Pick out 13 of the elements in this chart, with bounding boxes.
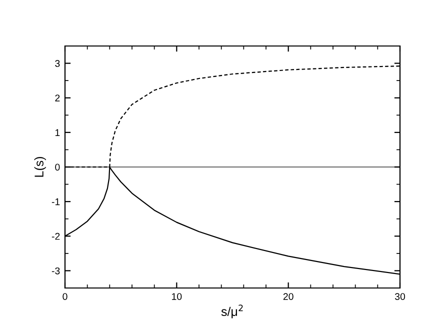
x-tick-label: 0 [62, 293, 68, 300]
y-tick-label: 3 [55, 60, 60, 67]
y-tick-label: -2 [52, 232, 60, 240]
y-tick-label: 1 [55, 129, 60, 136]
x-tick-label: 30 [394, 293, 406, 300]
x-tick-label: 20 [283, 293, 294, 300]
y-tick-label: -3 [52, 267, 60, 274]
y-axis-title: L(s) [34, 157, 46, 177]
y-tick-label: -1 [52, 198, 60, 206]
x-tick-label: 10 [172, 293, 182, 300]
y-tick-label: 0 [55, 164, 60, 171]
y-tick-label: 2 [55, 94, 60, 102]
x-axis-title: s/μ$^{2}$ [221, 304, 243, 318]
